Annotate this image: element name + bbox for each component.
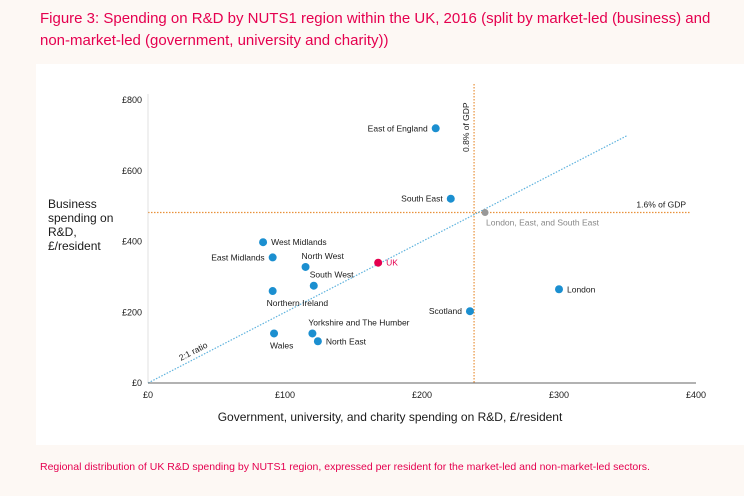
gdp-horizontal-label: 1.6% of GDP [636,199,686,209]
data-point-label: Wales [270,340,293,350]
reference-point-label: London, East, and South East [486,217,600,227]
x-tick-label: £200 [412,390,432,400]
data-point-label: Northern Ireland [267,298,329,308]
y-tick-label: £800 [122,95,142,105]
data-point [555,285,563,294]
data-point-label: South West [310,270,354,280]
reference-point [481,208,489,216]
gdp-vertical-label: 0.8% of GDP [461,102,471,152]
data-point [446,194,455,203]
data-point [268,253,277,262]
data-point [259,238,268,247]
x-tick-label: £300 [549,390,569,400]
data-point-label: South East [401,194,443,204]
y-axis-label: Business spending on R&D, £/resident [48,197,114,253]
data-point-label: East of England [368,123,428,133]
data-point [465,307,474,316]
data-point-label: West Midlands [271,237,327,247]
x-axis-label: Government, university, and charity spen… [217,410,563,424]
data-point-label: North West [302,251,345,261]
data-points: London, East, and South East East of Engl… [211,123,599,350]
y-tick-label: £600 [122,166,142,176]
data-point [308,329,317,338]
y-tick-label: £400 [122,237,142,247]
y-tick-label: £200 [122,307,142,317]
data-point-label: North East [326,336,367,346]
data-point-label: UK [386,258,398,268]
data-point-label: East Midlands [211,252,264,262]
data-point-label: Yorkshire and The Humber [308,317,409,327]
data-point [270,329,279,338]
data-point [374,258,383,267]
chart-panel: 0.8% of GDP 1.6% of GDP 2:1 ratio £0 £100 £2… [36,64,744,445]
x-tick-label: £400 [686,390,706,400]
data-point [301,262,310,271]
figure-title: Figure 3: Spending on R&D by NUTS1 regio… [40,10,711,49]
data-point [309,281,318,290]
x-tick-label: £0 [143,390,153,400]
data-point-label: London [567,284,596,294]
data-point [431,124,440,133]
data-point-label: Scotland [429,306,462,316]
data-point [268,287,277,296]
figure-caption: Regional distribution of UK R&D spending… [40,461,650,473]
axes: £0 £100 £200 £300 £400 £0 £200 £400 £600 £800 [122,94,706,400]
data-point [313,337,322,346]
y-tick-label: £0 [132,378,142,388]
x-tick-label: £100 [275,390,295,400]
